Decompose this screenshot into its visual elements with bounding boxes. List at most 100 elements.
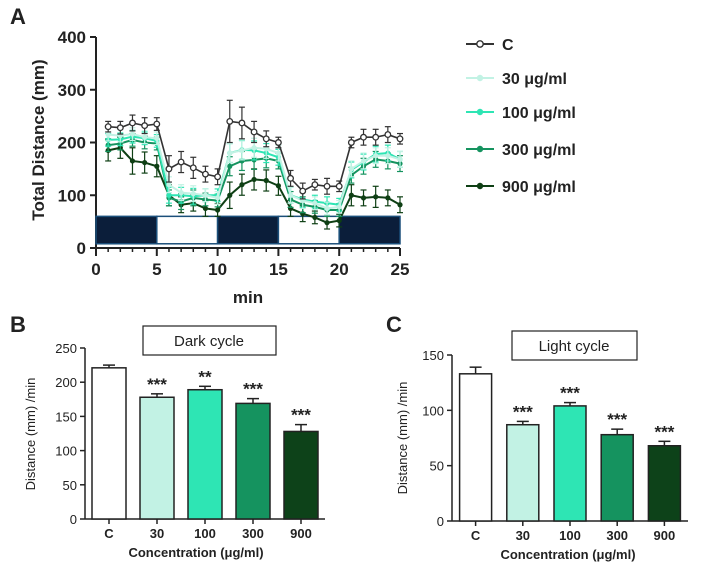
data-point	[373, 194, 379, 200]
legend-label: 30 μg/ml	[502, 71, 567, 88]
y-tick-label: 50	[430, 459, 444, 474]
category-label: 30	[516, 528, 530, 543]
panel-c-letter: C	[386, 312, 402, 337]
data-point	[287, 192, 294, 198]
data-point	[215, 195, 221, 201]
bar-900	[647, 444, 682, 522]
panel-a-y-tick-label: 200	[58, 134, 86, 153]
data-point	[263, 177, 269, 184]
significance-label: ***	[147, 375, 167, 394]
panel-c: C Light cycle 0 50 100 150 C 30 *** 100 *** 300 **…	[386, 312, 688, 562]
data-point	[129, 131, 136, 137]
legend-label: 300 μg/ml	[502, 142, 576, 159]
panel-b-letter: B	[10, 312, 26, 337]
data-point	[250, 128, 258, 136]
bar-30	[506, 423, 540, 522]
bar-900	[283, 430, 319, 520]
legend-label: 100 μg/ml	[502, 105, 576, 122]
y-tick-label: 250	[55, 341, 77, 356]
panel-a-y-tick-label: 0	[77, 239, 86, 258]
data-point	[251, 145, 257, 151]
panel-b-title-box	[142, 325, 277, 356]
data-point	[177, 158, 185, 166]
data-point	[348, 166, 354, 172]
panel-a: A 0 100 200 300 400 0 5 10 15 20 25 C 30 μg/ml 100 μ…	[10, 4, 576, 307]
data-point	[312, 214, 318, 221]
data-point	[178, 190, 184, 196]
y-tick-label: 0	[70, 512, 77, 527]
panel-a-letter: A	[10, 4, 26, 29]
bar-300	[235, 402, 271, 520]
data-point	[189, 164, 197, 172]
significance-label: ***	[560, 384, 580, 403]
data-point	[360, 158, 367, 164]
data-point	[227, 192, 233, 198]
data-point	[142, 159, 148, 166]
legend-marker	[476, 182, 484, 190]
data-point	[238, 119, 246, 127]
light-dark-segment-dark	[338, 215, 401, 245]
data-point	[262, 135, 270, 143]
data-point	[299, 187, 307, 195]
y-tick-label: 150	[422, 348, 444, 363]
legend-label: 900 μg/ml	[502, 179, 576, 196]
panel-a-y-axis-title: Total Distance (mm)	[29, 59, 48, 220]
data-point	[105, 131, 111, 138]
bar-C	[458, 373, 493, 522]
y-tick-label: 100	[422, 403, 444, 418]
data-point	[154, 163, 160, 169]
light-dark-segment-dark	[95, 215, 158, 245]
data-point	[397, 156, 403, 162]
y-tick-label: 200	[55, 375, 77, 390]
category-label: 100	[194, 526, 216, 541]
data-point	[385, 153, 391, 159]
data-point	[166, 182, 172, 188]
data-point	[384, 131, 392, 139]
data-point	[201, 170, 209, 178]
legend-marker	[476, 40, 484, 48]
data-point	[275, 150, 281, 156]
category-label: 30	[150, 526, 164, 541]
category-label: 100	[559, 528, 581, 543]
panel-b-y-axis-title: Distance (mm) /min	[23, 378, 38, 491]
panel-a-x-tick-label: 5	[152, 260, 161, 279]
data-point	[227, 163, 233, 169]
significance-label: ***	[243, 380, 263, 399]
category-label: 900	[654, 528, 676, 543]
panel-b-x-axis-title: Concentration (μg/ml)	[128, 545, 263, 560]
category-label: C	[104, 526, 114, 541]
panel-a-y-tick-label: 100	[58, 186, 86, 205]
y-tick-label: 100	[55, 444, 77, 459]
legend-label: C	[502, 37, 514, 54]
data-point	[360, 195, 367, 201]
data-point	[274, 139, 282, 146]
data-point	[116, 124, 124, 132]
data-point	[396, 135, 404, 143]
significance-label: ***	[513, 402, 533, 421]
panel-c-x-axis-title: Concentration (μg/ml)	[500, 547, 635, 562]
panel-c-y-axis-title: Distance (mm) /min	[395, 382, 410, 495]
panel-a-x-axis-title: min	[233, 288, 263, 307]
panel-c-title-box	[511, 330, 638, 361]
data-point	[202, 205, 209, 212]
category-label: 300	[606, 528, 628, 543]
data-point	[311, 181, 319, 189]
data-point	[360, 133, 367, 141]
bar-300	[600, 433, 634, 522]
data-point	[397, 202, 403, 208]
series-control	[104, 99, 404, 200]
panel-a-x-tick-label: 25	[391, 260, 410, 279]
bar-30	[139, 396, 175, 520]
panel-a-y-tick-label: 400	[58, 28, 86, 47]
data-point	[287, 174, 295, 182]
data-point	[129, 119, 136, 127]
data-point	[372, 133, 380, 141]
panel-b: B Dark cycle 0 50 100 150 200 250 C 30 *** 100 ** 3…	[10, 312, 325, 560]
light-dark-segment-light	[277, 215, 340, 245]
panel-a-y-tick-label: 300	[58, 81, 86, 100]
data-point	[129, 158, 136, 164]
data-point	[153, 120, 161, 128]
legend-marker	[476, 145, 484, 153]
data-point	[312, 200, 318, 206]
legend-marker	[476, 74, 484, 82]
